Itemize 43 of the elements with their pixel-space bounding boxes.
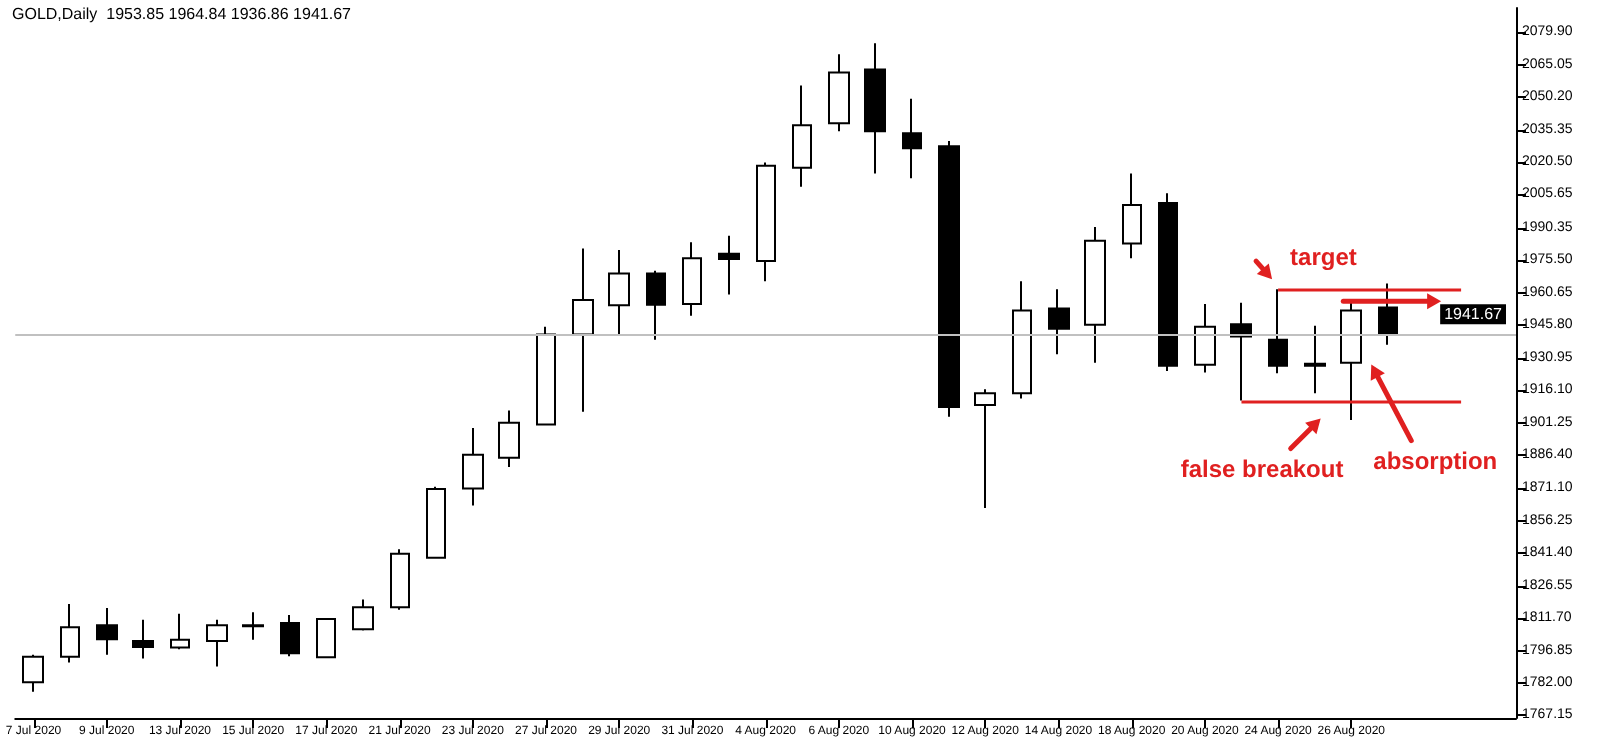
candlestick	[1230, 301, 1252, 402]
candlestick	[242, 611, 264, 641]
candlestick	[718, 234, 740, 296]
candlestick	[1012, 280, 1032, 400]
candlestick	[938, 140, 960, 418]
candlestick	[792, 84, 812, 188]
candlestick	[1048, 288, 1070, 356]
candlestick	[974, 388, 996, 510]
candlestick	[572, 247, 594, 413]
candlestick	[608, 249, 630, 337]
candlestick	[352, 598, 374, 632]
candlestick	[682, 241, 702, 317]
candlestick	[132, 618, 154, 660]
candlestick	[1122, 172, 1142, 260]
candlestick	[426, 485, 446, 560]
candlestick	[390, 548, 410, 611]
candlestick	[536, 325, 556, 427]
candlestick	[1304, 324, 1326, 395]
ref-line-label: 1941.67	[1444, 305, 1504, 324]
candlestick	[902, 97, 922, 180]
candlestick	[1340, 301, 1362, 422]
annotation: false breakout	[1180, 454, 1344, 483]
candlestick	[316, 617, 336, 659]
candlestick	[1194, 303, 1216, 374]
candlestick	[828, 53, 850, 133]
candlestick	[462, 426, 484, 507]
candlestick	[60, 602, 80, 664]
annotation: absorption	[1373, 446, 1498, 475]
chart-title: GOLD,Daily 1953.85 1964.84 1936.86 1941.67	[12, 5, 353, 23]
candlestick	[22, 653, 44, 693]
candlestick	[1268, 288, 1288, 375]
candlestick	[646, 269, 666, 341]
candlestick	[756, 161, 776, 283]
candlestick	[170, 612, 190, 651]
candlestick	[96, 606, 118, 656]
candlestick	[206, 618, 228, 668]
candlestick	[864, 42, 886, 175]
candlestick	[1378, 282, 1398, 346]
candlestick	[1084, 226, 1106, 364]
candlestick	[280, 614, 300, 658]
candlestick	[1158, 192, 1178, 373]
annotation: target	[1290, 243, 1357, 272]
candlestick	[498, 409, 520, 468]
